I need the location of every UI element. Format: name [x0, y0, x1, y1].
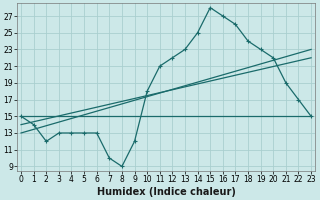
- X-axis label: Humidex (Indice chaleur): Humidex (Indice chaleur): [97, 187, 236, 197]
